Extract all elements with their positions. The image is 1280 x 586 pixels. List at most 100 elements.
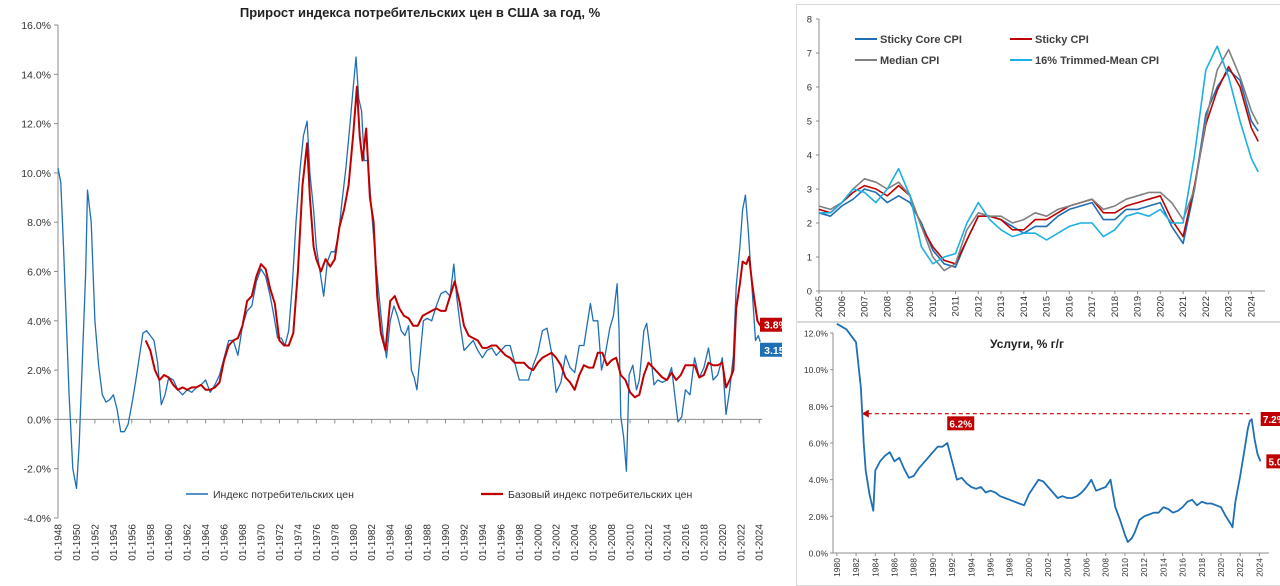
x-tick-label: 2008 (882, 296, 893, 317)
x-tick-label: 01-1978 (330, 524, 341, 561)
y-tick-label: 16.0% (21, 20, 51, 32)
x-tick-label: 2024 (1246, 296, 1257, 317)
x-tick-label: 01-2004 (570, 524, 581, 561)
x-tick-label: 01-1994 (478, 524, 489, 561)
x-tick-label: 2018 (1197, 558, 1207, 577)
y-tick-label: 0.0% (809, 549, 829, 559)
x-tick-label: 01-1998 (515, 524, 526, 561)
x-tick-label: 01-2022 (736, 524, 747, 561)
x-tick-label: 01-2016 (681, 524, 692, 561)
x-tick-label: 2012 (1139, 558, 1149, 577)
core-cpi-measures-chart: 0 1 2 3 4 5 6 7 8 2005 2006 2007 2008 2009 2010 2011 201… (807, 15, 1265, 317)
cpi-yoy-chart: Прирост индекса потребительских цен в СШ… (21, 5, 782, 561)
x-tick-label: 2020 (1155, 296, 1166, 317)
x-tick-label: 01-2018 (699, 524, 710, 561)
x-tick-label: 2014 (1158, 558, 1168, 577)
legend-label-3: 16% Trimmed-Mean CPI (1035, 55, 1159, 67)
x-tick-label: 2018 (1110, 296, 1121, 317)
x-tick-label: 2016 (1064, 296, 1075, 317)
x-tick-label: 01-1968 (238, 524, 249, 561)
x-tick-label: 1986 (889, 558, 899, 577)
y-tick-label: 10.0% (21, 168, 51, 180)
x-tick-label: 01-1984 (386, 524, 397, 561)
x-tick-label: 01-1992 (459, 524, 470, 561)
series-line-1 (144, 85, 762, 399)
x-tick-label: 2004 (1062, 558, 1072, 577)
x-tick-label: 01-2012 (644, 524, 655, 561)
series-line-0 (57, 56, 761, 490)
annotation-box-0 (947, 416, 975, 431)
services-cpi-chart-panel: Услуги, % г/г 0.0% 2.0% 4.0% 6.0% 8.0% 10.0% 12… (796, 322, 1280, 586)
y-tick-label: 7 (807, 49, 812, 60)
x-tick-label: 2007 (860, 296, 871, 317)
x-tick-label: 01-2000 (533, 524, 544, 561)
x-tick-label: 01-1962 (183, 524, 194, 561)
y-tick-label: 4.0% (809, 475, 829, 485)
reference-arrow-head (861, 409, 869, 418)
annotation-label-0: 3.8% (764, 320, 782, 332)
annotation-box-2 (1266, 454, 1280, 469)
legend-label-2: Median CPI (880, 55, 939, 67)
annotation-box-1 (760, 342, 782, 357)
x-tick-label: 01-1948 (54, 524, 65, 561)
y-tick-label: 5 (807, 117, 812, 128)
x-tick-label: 1996 (985, 558, 995, 577)
y-tick-label: 1 (807, 253, 812, 264)
x-tick-label: 2009 (905, 296, 916, 317)
y-tick-label: -4.0% (24, 513, 51, 525)
y-tick-label: 6.0% (809, 439, 829, 449)
y-tick-label: -2.0% (24, 464, 51, 476)
x-tick-label: 2017 (1087, 296, 1098, 317)
x-tick-label: 2006 (837, 296, 848, 317)
annotation-label-1: 7.2% (1263, 415, 1280, 426)
annotation-label-1: 3.15% (764, 345, 782, 357)
legend-label-0: Sticky Core CPI (880, 34, 962, 46)
x-tick-label: 2010 (1120, 558, 1130, 577)
x-tick-label: 01-1982 (367, 524, 378, 561)
x-tick-label: 2016 (1178, 558, 1188, 577)
x-tick-label: 2010 (928, 296, 939, 317)
x-tick-label: 2024 (1254, 558, 1264, 577)
annotation-box-1 (1260, 412, 1280, 426)
y-tick-label: 0 (807, 287, 812, 298)
x-tick-label: 2006 (1082, 558, 1092, 577)
x-tick-label: 01-2024 (755, 524, 766, 561)
chart-title: Прирост индекса потребительских цен в СШ… (240, 5, 601, 20)
series-line-0 (818, 69, 1259, 268)
y-tick-label: 2.0% (27, 365, 51, 377)
x-tick-label: 01-2014 (662, 524, 673, 561)
annotation-label-2: 5.0% (1268, 457, 1280, 468)
x-tick-label: 1980 (832, 558, 842, 577)
x-tick-label: 2000 (1024, 558, 1034, 577)
x-tick-label: 1998 (1005, 558, 1015, 577)
x-tick-label: 01-1980 (349, 524, 360, 561)
x-tick-label: 2011 (951, 296, 962, 316)
x-tick-label: 01-1996 (496, 524, 507, 561)
series-line-2 (818, 48, 1259, 272)
y-tick-label: 6 (807, 83, 812, 94)
x-tick-label: 01-2010 (626, 524, 637, 561)
x-tick-label: 2019 (1133, 296, 1144, 317)
x-tick-label: 01-1956 (127, 524, 138, 561)
x-tick-label: 01-1958 (146, 524, 157, 561)
x-tick-label: 01-1974 (293, 524, 304, 561)
chart-title: Услуги, % г/г (990, 337, 1064, 351)
x-tick-label: 01-1952 (90, 524, 101, 561)
x-tick-label: 2015 (1042, 296, 1053, 317)
cpi-yoy-chart-panel: Прирост индекса потребительских цен в СШ… (21, 5, 782, 561)
core-cpi-measures-chart-panel: 0 1 2 3 4 5 6 7 8 2005 2006 2007 2008 2009 2010 2011 201… (796, 4, 1280, 322)
x-tick-label: 2022 (1235, 558, 1245, 577)
x-tick-label: 01-2008 (607, 524, 618, 561)
x-tick-label: 01-2020 (718, 524, 729, 561)
x-tick-label: 1990 (928, 558, 938, 577)
series-line-0 (836, 323, 1262, 543)
x-tick-label: 2022 (1201, 296, 1212, 317)
x-tick-label: 01-1976 (312, 524, 323, 561)
y-tick-label: 4.0% (27, 316, 51, 328)
x-tick-label: 2021 (1178, 296, 1189, 317)
series-line-3 (819, 45, 1259, 265)
x-tick-label: 01-2002 (552, 524, 563, 561)
x-tick-label: 2023 (1224, 296, 1235, 317)
x-tick-label: 2008 (1101, 558, 1111, 577)
x-tick-label: 01-1990 (441, 524, 452, 561)
